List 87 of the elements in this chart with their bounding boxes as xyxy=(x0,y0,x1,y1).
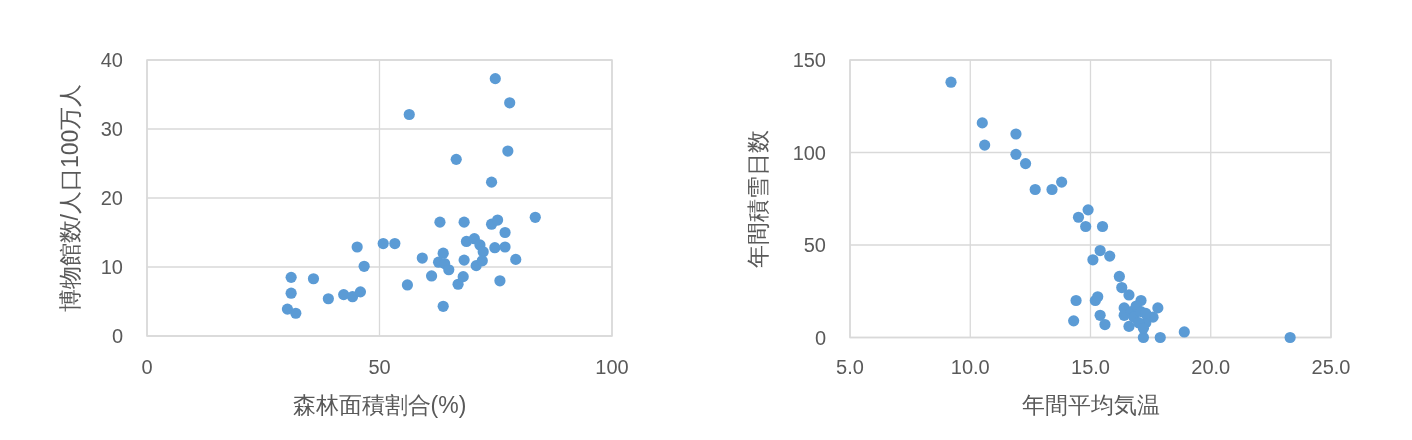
point xyxy=(499,241,511,253)
point xyxy=(434,216,446,228)
point xyxy=(285,287,297,299)
point xyxy=(403,108,415,121)
point xyxy=(1010,128,1022,140)
x-tick-label: 100 xyxy=(595,356,629,378)
point xyxy=(529,211,541,223)
point xyxy=(1123,320,1135,332)
point xyxy=(504,97,516,109)
point xyxy=(1104,250,1116,262)
y-tick-label: 50 xyxy=(803,234,826,256)
point xyxy=(1072,211,1085,223)
point xyxy=(1046,183,1058,196)
point xyxy=(425,270,438,282)
point xyxy=(1113,270,1125,283)
point xyxy=(1123,289,1135,301)
point xyxy=(1080,220,1092,233)
point xyxy=(458,216,470,228)
point xyxy=(457,271,469,283)
y-tick-label: 30 xyxy=(100,118,123,140)
y-tick-label: 0 xyxy=(814,326,826,349)
point xyxy=(1116,281,1128,294)
y-tick-label: 20 xyxy=(100,187,123,209)
y-axis-title: 博物館数/人口100万人 xyxy=(57,83,83,313)
x-tick-label: 25.0 xyxy=(1311,356,1351,378)
point xyxy=(499,226,511,239)
point xyxy=(1029,183,1041,196)
point xyxy=(1099,318,1111,331)
point xyxy=(1094,309,1106,321)
point xyxy=(401,279,413,291)
x-tick-label: 0 xyxy=(141,356,153,378)
y-tick-label: 10 xyxy=(100,256,123,278)
point xyxy=(351,241,363,253)
point xyxy=(322,293,334,305)
point xyxy=(437,247,449,259)
point xyxy=(307,273,320,285)
point xyxy=(1178,326,1190,338)
point xyxy=(1082,204,1094,216)
point xyxy=(945,76,957,88)
y-tick-label: 150 xyxy=(792,49,826,71)
point xyxy=(1087,254,1099,266)
point xyxy=(979,139,991,151)
point xyxy=(389,237,401,250)
point xyxy=(489,73,501,85)
y-tick-label: 100 xyxy=(792,141,826,164)
x-tick-label: 10.0 xyxy=(950,356,990,378)
point xyxy=(489,242,501,254)
point xyxy=(1056,176,1068,188)
point xyxy=(502,145,514,157)
x-axis-title: 森林面積割合(%) xyxy=(292,392,467,418)
point xyxy=(281,303,294,315)
point xyxy=(437,300,449,312)
point xyxy=(1284,331,1296,344)
point xyxy=(358,260,370,272)
point xyxy=(354,286,367,298)
point xyxy=(1096,220,1109,233)
point xyxy=(450,153,462,165)
point xyxy=(458,254,470,266)
point xyxy=(1068,315,1080,327)
x-tick-label: 20.0 xyxy=(1191,356,1231,378)
point xyxy=(1094,244,1106,257)
point xyxy=(346,291,359,303)
point xyxy=(1070,294,1082,307)
point xyxy=(1092,291,1104,303)
point xyxy=(976,117,988,129)
point xyxy=(1019,158,1032,170)
point xyxy=(1010,148,1022,160)
point xyxy=(492,214,504,226)
point xyxy=(476,255,488,267)
point xyxy=(443,264,455,276)
x-tick-label: 15.0 xyxy=(1071,356,1110,378)
point xyxy=(494,275,506,287)
point xyxy=(377,237,389,250)
x-tick-label: 50 xyxy=(368,356,391,378)
point xyxy=(1152,302,1164,314)
y-tick-label: 0 xyxy=(111,325,123,347)
x-tick-label: 5.0 xyxy=(836,356,864,378)
point xyxy=(285,271,297,283)
point xyxy=(1154,331,1166,344)
point xyxy=(510,253,522,266)
y-axis-title: 年間積雪日数 xyxy=(745,129,771,268)
point xyxy=(485,176,498,188)
point xyxy=(290,307,302,319)
y-tick-label: 40 xyxy=(100,49,123,71)
point xyxy=(416,252,428,264)
x-axis-title: 年間平均気温 xyxy=(1021,392,1160,418)
point xyxy=(338,289,350,301)
